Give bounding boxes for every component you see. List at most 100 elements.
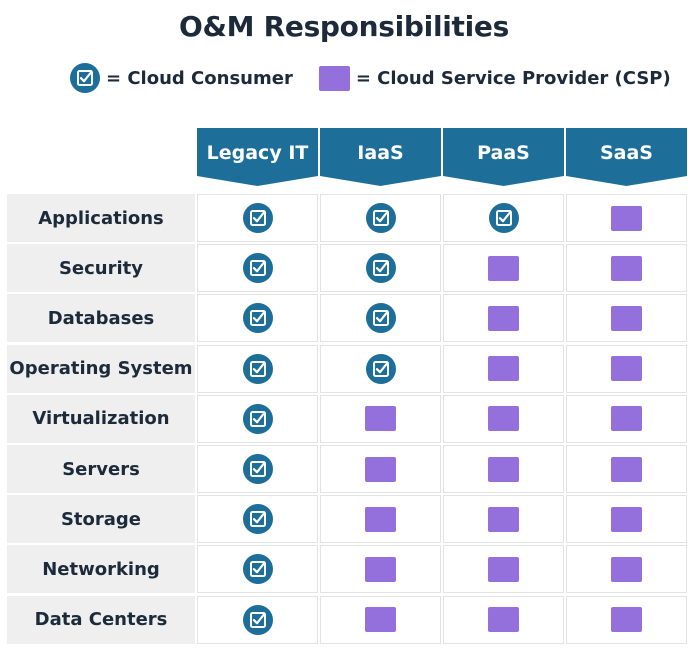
table-cell: [566, 495, 687, 544]
row-label: Applications: [7, 194, 195, 242]
checkbox-circle-icon: [365, 253, 396, 284]
table-row: Data Centers: [7, 595, 688, 644]
table-cell: [197, 394, 318, 443]
checkbox-circle-icon: [70, 63, 100, 93]
table-cell: [566, 595, 687, 644]
page-title: O&M Responsibilities: [178, 10, 509, 43]
table-row: Networking: [7, 545, 688, 594]
row-label: Networking: [7, 545, 195, 594]
purple-square-icon: [488, 506, 519, 532]
table-cell: [443, 495, 564, 544]
table-row: Servers: [7, 445, 688, 493]
table-cell: [320, 394, 441, 443]
table-cell: [443, 394, 564, 443]
table-cell: [197, 445, 318, 493]
checkbox-circle-icon: [242, 554, 273, 585]
purple-square-icon: [365, 506, 396, 532]
purple-square-icon: [488, 607, 519, 633]
table-cell: [566, 445, 687, 493]
row-label: Storage: [7, 495, 195, 544]
table-cell: [320, 445, 441, 493]
legend-provider: = Cloud Service Provider (CSP): [318, 65, 671, 91]
table-cell: [566, 394, 687, 443]
purple-square-icon: [488, 456, 519, 482]
table-cell: [566, 244, 687, 293]
table-cell: [443, 244, 564, 293]
legend-provider-label: = Cloud Service Provider (CSP): [355, 67, 671, 89]
legend: = Cloud Consumer = Cloud Service Provide…: [70, 62, 671, 94]
legend-consumer-label: = Cloud Consumer: [106, 67, 293, 89]
table-cell: [443, 545, 564, 594]
checkbox-circle-icon: [242, 203, 273, 233]
table-cell: [320, 244, 441, 293]
column-header: PaaS: [443, 128, 564, 186]
checkbox-circle-icon: [242, 253, 273, 284]
purple-square-icon: [318, 65, 350, 91]
column-header-label: Legacy IT: [206, 142, 309, 164]
checkbox-circle-icon: [242, 303, 273, 334]
purple-square-icon: [365, 456, 396, 482]
column-headers: Legacy IT IaaS PaaS SaaS: [197, 128, 687, 186]
table-cell: [197, 244, 318, 293]
purple-square-icon: [365, 556, 396, 582]
purple-square-icon: [365, 406, 396, 432]
column-header: SaaS: [566, 128, 687, 186]
table-cell: [320, 294, 441, 343]
purple-square-icon: [488, 305, 519, 331]
table-cell: [443, 294, 564, 343]
purple-square-icon: [488, 255, 519, 281]
table-cell: [566, 545, 687, 594]
table-cell: [197, 194, 318, 242]
row-label: Virtualization: [7, 394, 195, 443]
row-label: Servers: [7, 445, 195, 493]
table-cell: [320, 344, 441, 393]
table-cell: [566, 194, 687, 242]
checkbox-circle-icon: [242, 403, 273, 434]
purple-square-icon: [488, 356, 519, 382]
column-header-label: PaaS: [477, 142, 530, 164]
purple-square-icon: [611, 305, 642, 331]
table-cell: [197, 294, 318, 343]
table-cell: [443, 344, 564, 393]
row-label: Data Centers: [7, 595, 195, 644]
purple-square-icon: [611, 506, 642, 532]
purple-square-icon: [611, 205, 642, 231]
table-row: Operating System: [7, 344, 688, 393]
table-cell: [197, 545, 318, 594]
table-cell: [320, 595, 441, 644]
checkbox-circle-icon: [488, 203, 519, 233]
table-cell: [320, 545, 441, 594]
table-row: Security: [7, 244, 688, 293]
table-cell: [443, 445, 564, 493]
table-cell: [197, 595, 318, 644]
checkbox-circle-icon: [242, 454, 273, 484]
table-cell: [197, 495, 318, 544]
column-header-label: IaaS: [357, 142, 404, 164]
table-cell: [320, 495, 441, 544]
row-label: Security: [7, 244, 195, 293]
table-cell: [443, 194, 564, 242]
checkbox-circle-icon: [365, 303, 396, 334]
row-label: Databases: [7, 294, 195, 343]
table-row: Applications: [7, 194, 688, 242]
purple-square-icon: [611, 406, 642, 432]
purple-square-icon: [611, 607, 642, 633]
checkbox-circle-icon: [242, 504, 273, 535]
column-header: IaaS: [320, 128, 441, 186]
purple-square-icon: [611, 255, 642, 281]
column-header: Legacy IT: [197, 128, 318, 186]
table-cell: [566, 344, 687, 393]
table-cell: [443, 595, 564, 644]
checkbox-circle-icon: [242, 353, 273, 384]
purple-square-icon: [488, 406, 519, 432]
table-cell: [197, 344, 318, 393]
purple-square-icon: [611, 456, 642, 482]
purple-square-icon: [488, 556, 519, 582]
table-row: Virtualization: [7, 394, 688, 443]
row-label: Operating System: [7, 344, 195, 393]
table-row: Storage: [7, 495, 688, 544]
checkbox-circle-icon: [242, 604, 273, 635]
purple-square-icon: [611, 556, 642, 582]
checkbox-circle-icon: [365, 353, 396, 384]
legend-consumer: = Cloud Consumer: [70, 63, 293, 93]
